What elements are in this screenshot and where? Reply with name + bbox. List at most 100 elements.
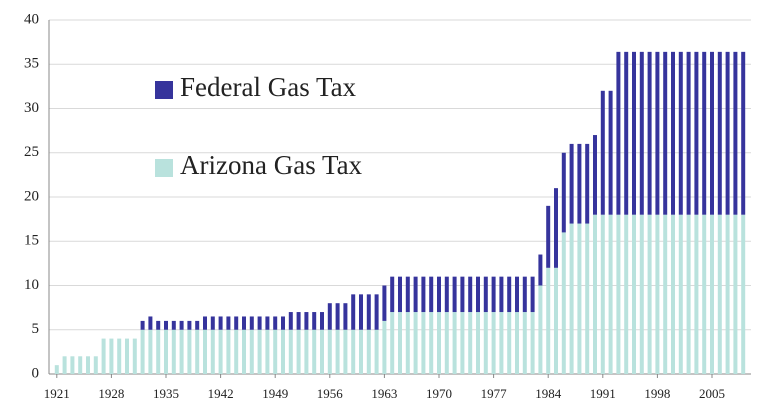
bar-segment	[538, 285, 543, 374]
bar-segment	[437, 276, 441, 313]
bar-segment	[476, 312, 480, 374]
bar-segment	[288, 312, 293, 330]
bar-segment	[429, 276, 434, 313]
bar-segment	[608, 214, 613, 374]
bar-segment	[171, 329, 176, 374]
bar-segment	[203, 316, 207, 330]
bar-segment	[117, 338, 122, 374]
bar-segment	[741, 214, 746, 374]
bar-segment	[327, 329, 332, 374]
bar-segment	[694, 214, 699, 374]
bar-segment	[678, 214, 683, 374]
bar-segment	[624, 214, 629, 374]
bar-segment	[179, 329, 184, 374]
bar-segment	[242, 329, 246, 374]
bar-segment	[593, 135, 597, 215]
bar-segment	[663, 214, 668, 374]
bar-segment	[632, 214, 636, 374]
bar-segment	[437, 312, 441, 374]
bar-segment	[398, 276, 402, 313]
bar-segment	[351, 329, 356, 374]
bar-segment	[585, 143, 590, 224]
bar-segment	[148, 329, 153, 374]
bar-segment	[710, 51, 714, 215]
bar-segment	[546, 267, 551, 374]
bar-segment	[491, 312, 496, 374]
bar-segment	[312, 312, 317, 330]
legend-text: Federal Gas Tax	[180, 72, 357, 102]
bar-segment	[608, 90, 613, 215]
bar-segment	[554, 267, 558, 374]
bar-segment	[483, 276, 488, 313]
bar-segment	[195, 329, 200, 374]
legend-swatch	[155, 159, 173, 177]
bar-segment	[359, 329, 363, 374]
bar-segment	[710, 214, 714, 374]
bar-segment	[702, 214, 707, 374]
x-tick-label: 1921	[44, 386, 70, 401]
bar-segment	[249, 329, 254, 374]
bar-segment	[546, 205, 551, 268]
bar-segment	[577, 223, 582, 374]
bar-segment	[507, 312, 512, 374]
bar-segment	[156, 320, 161, 330]
bar-segment	[296, 329, 301, 374]
bar-segment	[647, 214, 652, 374]
bar-segment	[296, 312, 301, 330]
bar-segment	[140, 320, 145, 330]
bar-segment	[78, 356, 83, 374]
bar-segment	[195, 320, 200, 330]
bar-segment	[671, 51, 675, 215]
bar-segment	[686, 51, 691, 215]
bar-segment	[148, 316, 153, 330]
bar-segment	[304, 312, 309, 330]
bar-segment	[187, 329, 192, 374]
bar-segment	[218, 316, 223, 330]
bar-segment	[530, 312, 535, 374]
bar-segment	[444, 276, 449, 313]
x-tick-label: 2005	[699, 386, 725, 401]
bar-segment	[210, 329, 215, 374]
bar-segment	[335, 329, 340, 374]
bar-segment	[273, 316, 278, 330]
bar-segment	[717, 51, 722, 215]
bar-segment	[390, 276, 395, 313]
x-tick-label: 1977	[481, 386, 508, 401]
bar-segment	[366, 329, 371, 374]
bar-segment	[382, 320, 387, 374]
bar-segment	[265, 329, 270, 374]
bar-segment	[655, 51, 660, 215]
bar-segment	[585, 223, 590, 374]
bar-segment	[320, 312, 324, 330]
bar-segment	[413, 312, 418, 374]
bar-segment	[655, 214, 660, 374]
bar-segment	[312, 329, 317, 374]
bar-segment	[327, 303, 332, 330]
bar-segment	[405, 312, 410, 374]
x-tick-label: 1991	[590, 386, 616, 401]
bar-segment	[187, 320, 192, 330]
bar-segment	[491, 276, 496, 313]
bar-segment	[452, 276, 457, 313]
bar-segment	[281, 316, 285, 330]
bar-segment	[499, 276, 504, 313]
bar-segment	[522, 312, 527, 374]
x-tick-label: 1970	[426, 386, 452, 401]
bar-segment	[257, 329, 262, 374]
bar-segment	[515, 312, 519, 374]
x-tick-label: 1963	[371, 386, 397, 401]
y-tick-label: 25	[24, 144, 39, 160]
bar-segment	[335, 303, 340, 330]
bar-segment	[468, 312, 473, 374]
y-tick-label: 0	[32, 365, 40, 381]
bar-segment	[398, 312, 402, 374]
bar-segment	[210, 316, 215, 330]
bar-segment	[616, 214, 621, 374]
bar-segment	[203, 329, 207, 374]
bar-segment	[164, 320, 168, 330]
bar-segment	[421, 276, 426, 313]
bar-segment	[725, 214, 730, 374]
bar-segment	[522, 276, 527, 313]
bar-segment	[530, 276, 535, 313]
